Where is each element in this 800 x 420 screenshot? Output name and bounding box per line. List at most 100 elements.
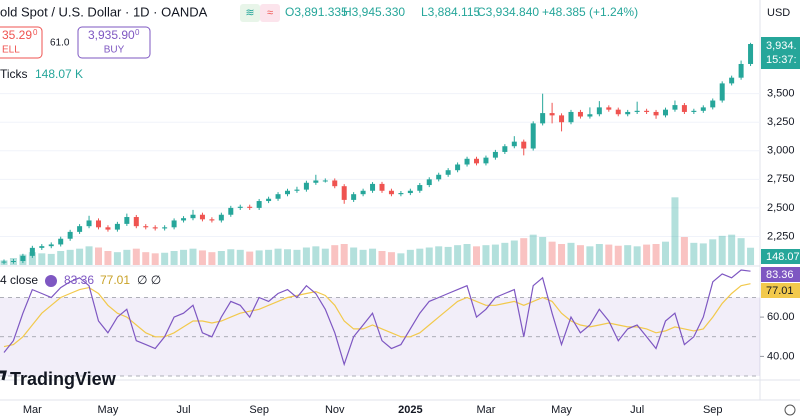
candle-body <box>275 194 281 199</box>
volume-bar <box>690 242 698 265</box>
volume-bar <box>387 252 395 265</box>
volume-bar <box>718 235 726 265</box>
x-tick-label: Mar <box>23 404 42 416</box>
x-tick-label: Sep <box>249 404 269 416</box>
candle-body <box>559 115 565 123</box>
candle-body <box>606 107 612 110</box>
volume-bar <box>265 249 273 265</box>
volume-bar <box>595 244 603 265</box>
volume-bar <box>302 247 310 265</box>
logo-mark <box>0 370 7 381</box>
volume-bar <box>321 248 329 265</box>
volume-bar <box>28 252 36 265</box>
candle-body <box>133 217 139 227</box>
last-price-label: 3,934. <box>766 40 797 52</box>
candle-body <box>48 244 54 247</box>
y-tick-label: 2,500 <box>767 202 795 214</box>
sell-sup: 0 <box>33 28 38 37</box>
candle-body <box>700 107 706 111</box>
volume-bar <box>671 197 679 265</box>
rsi-tag-label: 83.36 <box>766 269 794 281</box>
settings-icon[interactable] <box>784 404 796 416</box>
buy-price: 3,935.90 <box>88 28 135 42</box>
sell-label: ELL <box>2 45 20 56</box>
volume-bar <box>510 240 518 265</box>
volume-bar <box>85 246 93 265</box>
volume-bar <box>95 247 102 265</box>
candle-body <box>247 206 253 208</box>
candle-body <box>587 114 593 117</box>
volume-bar <box>501 242 509 265</box>
volume-bar <box>614 245 622 265</box>
candle-body <box>96 220 101 228</box>
volume-bar <box>151 253 159 265</box>
volume-bar <box>463 244 471 265</box>
candle-body <box>29 247 35 256</box>
candle-body <box>681 105 687 112</box>
status-icon[interactable] <box>240 4 260 22</box>
candle-body <box>143 226 149 228</box>
x-tick-label: Mar <box>476 404 495 416</box>
candle-body <box>181 218 187 221</box>
rsi-ma-tag-label: 77.01 <box>766 285 794 297</box>
volume-bar <box>548 241 556 265</box>
currency: USD <box>767 7 790 19</box>
candle-body <box>464 158 470 165</box>
volume-bar <box>699 243 707 265</box>
candle-body <box>483 157 489 164</box>
rsi-pane <box>0 268 760 378</box>
volume-bar <box>369 248 377 265</box>
sell-button[interactable] <box>0 26 43 59</box>
rsi-line <box>3 269 751 367</box>
candle-body <box>445 170 451 175</box>
ohlc-close: C3,934.840 <box>477 5 539 19</box>
volume-bar <box>208 252 216 265</box>
candle-body <box>672 105 678 110</box>
status-icon[interactable] <box>260 4 280 22</box>
candle-body <box>313 180 319 183</box>
volume-bar <box>274 248 282 265</box>
candle-body <box>351 194 357 200</box>
candle-body <box>332 180 338 187</box>
buy-button[interactable] <box>77 26 151 59</box>
candle-body <box>105 227 111 230</box>
rsi-icon[interactable] <box>45 275 57 287</box>
volume-bar <box>350 247 358 265</box>
candle-body <box>426 179 432 186</box>
candle-body <box>474 158 479 164</box>
candle-body <box>86 220 92 227</box>
candle-body <box>228 207 234 215</box>
volume-bar <box>66 249 74 265</box>
candle-body <box>596 107 602 115</box>
candle-body <box>379 183 385 191</box>
volume-bar <box>227 249 235 265</box>
candle-body <box>10 261 16 263</box>
volume-bar <box>142 252 150 265</box>
volume-bar <box>454 245 462 265</box>
volume-bar <box>331 245 339 265</box>
volume-bar <box>246 251 254 265</box>
y-tick-label: 2,250 <box>767 230 795 242</box>
buy-sup: 0 <box>135 28 140 37</box>
volume-legend-name: Ticks <box>0 67 28 81</box>
status-icon-glyph: ≋ <box>245 7 254 19</box>
rsi-ma-legend-value: 77.01 <box>100 273 130 287</box>
volume-bar <box>491 244 499 265</box>
candle-body <box>303 182 309 190</box>
status-icon-glyph: ≈ <box>267 7 273 19</box>
candle-body <box>634 110 640 112</box>
volume-bar <box>217 251 225 265</box>
y-tick-label: 3,250 <box>767 116 795 128</box>
volume-bar <box>284 249 291 265</box>
volume-bar <box>586 246 594 265</box>
volume-bar <box>123 249 131 265</box>
volume-bar <box>113 252 121 265</box>
spread: 61.0 <box>50 38 70 49</box>
candle-body <box>388 190 394 195</box>
candle-body <box>124 217 130 224</box>
candle-body <box>114 223 120 230</box>
y-tick-label: 3,500 <box>767 88 795 100</box>
candle-body <box>738 63 744 78</box>
volume-bar <box>132 248 140 265</box>
